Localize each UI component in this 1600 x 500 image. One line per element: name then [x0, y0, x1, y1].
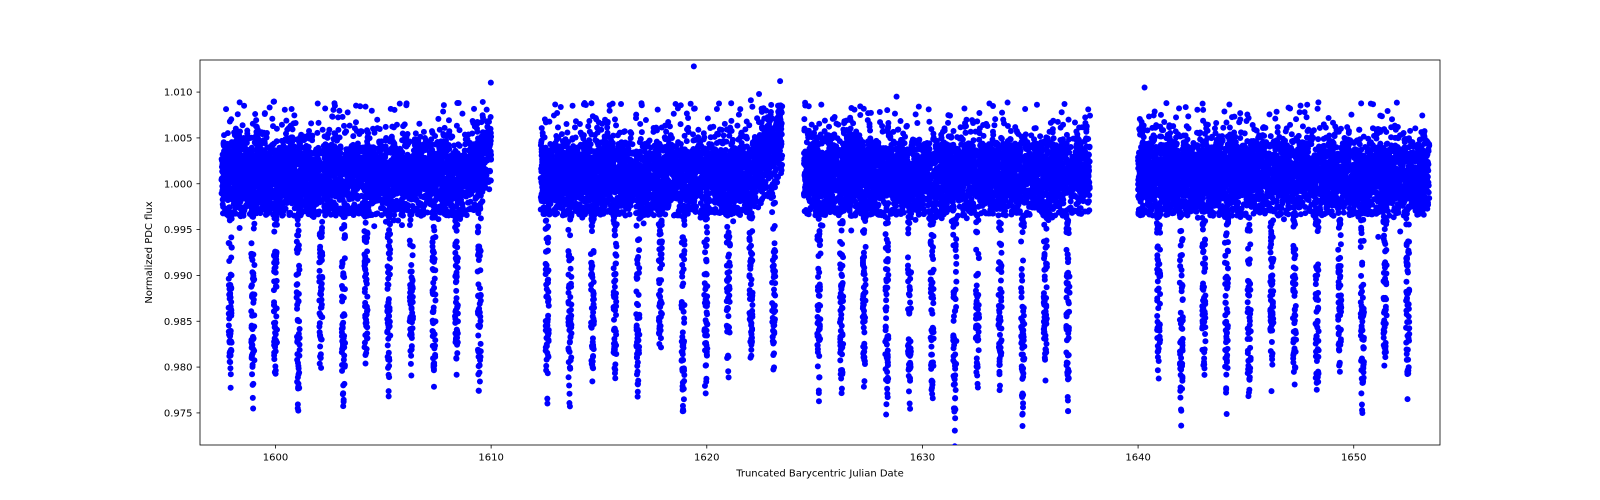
lightcurve-chart: 1600 1610 1620 1630 1640 1650 0.975 0.980 0.985 0…: [0, 0, 1600, 500]
y-tick-label: 1.005: [164, 133, 193, 144]
y-tick-label: 0.985: [164, 317, 193, 328]
chart-stage: 1600 1610 1620 1630 1640 1650 0.975 0.980 0.985 0…: [0, 0, 1600, 500]
y-tick-label: 0.995: [164, 225, 193, 236]
x-tick-label: 1620: [694, 453, 719, 464]
y-tick-label: 0.990: [164, 271, 193, 282]
y-tick-label: 0.980: [164, 363, 193, 374]
x-tick-label: 1630: [910, 453, 935, 464]
x-tick-label: 1640: [1125, 453, 1150, 464]
x-tick-label: 1610: [478, 453, 503, 464]
x-tick-label: 1600: [263, 453, 288, 464]
y-tick-label: 1.000: [164, 179, 193, 190]
y-tick-label: 0.975: [164, 408, 193, 419]
y-axis-label: Normalized PDC flux: [144, 201, 155, 303]
y-tick-label: 1.010: [164, 88, 193, 99]
x-tick-label: 1650: [1341, 453, 1366, 464]
data-points: [219, 63, 1433, 449]
x-axis-label: Truncated Barycentric Julian Date: [735, 469, 904, 480]
